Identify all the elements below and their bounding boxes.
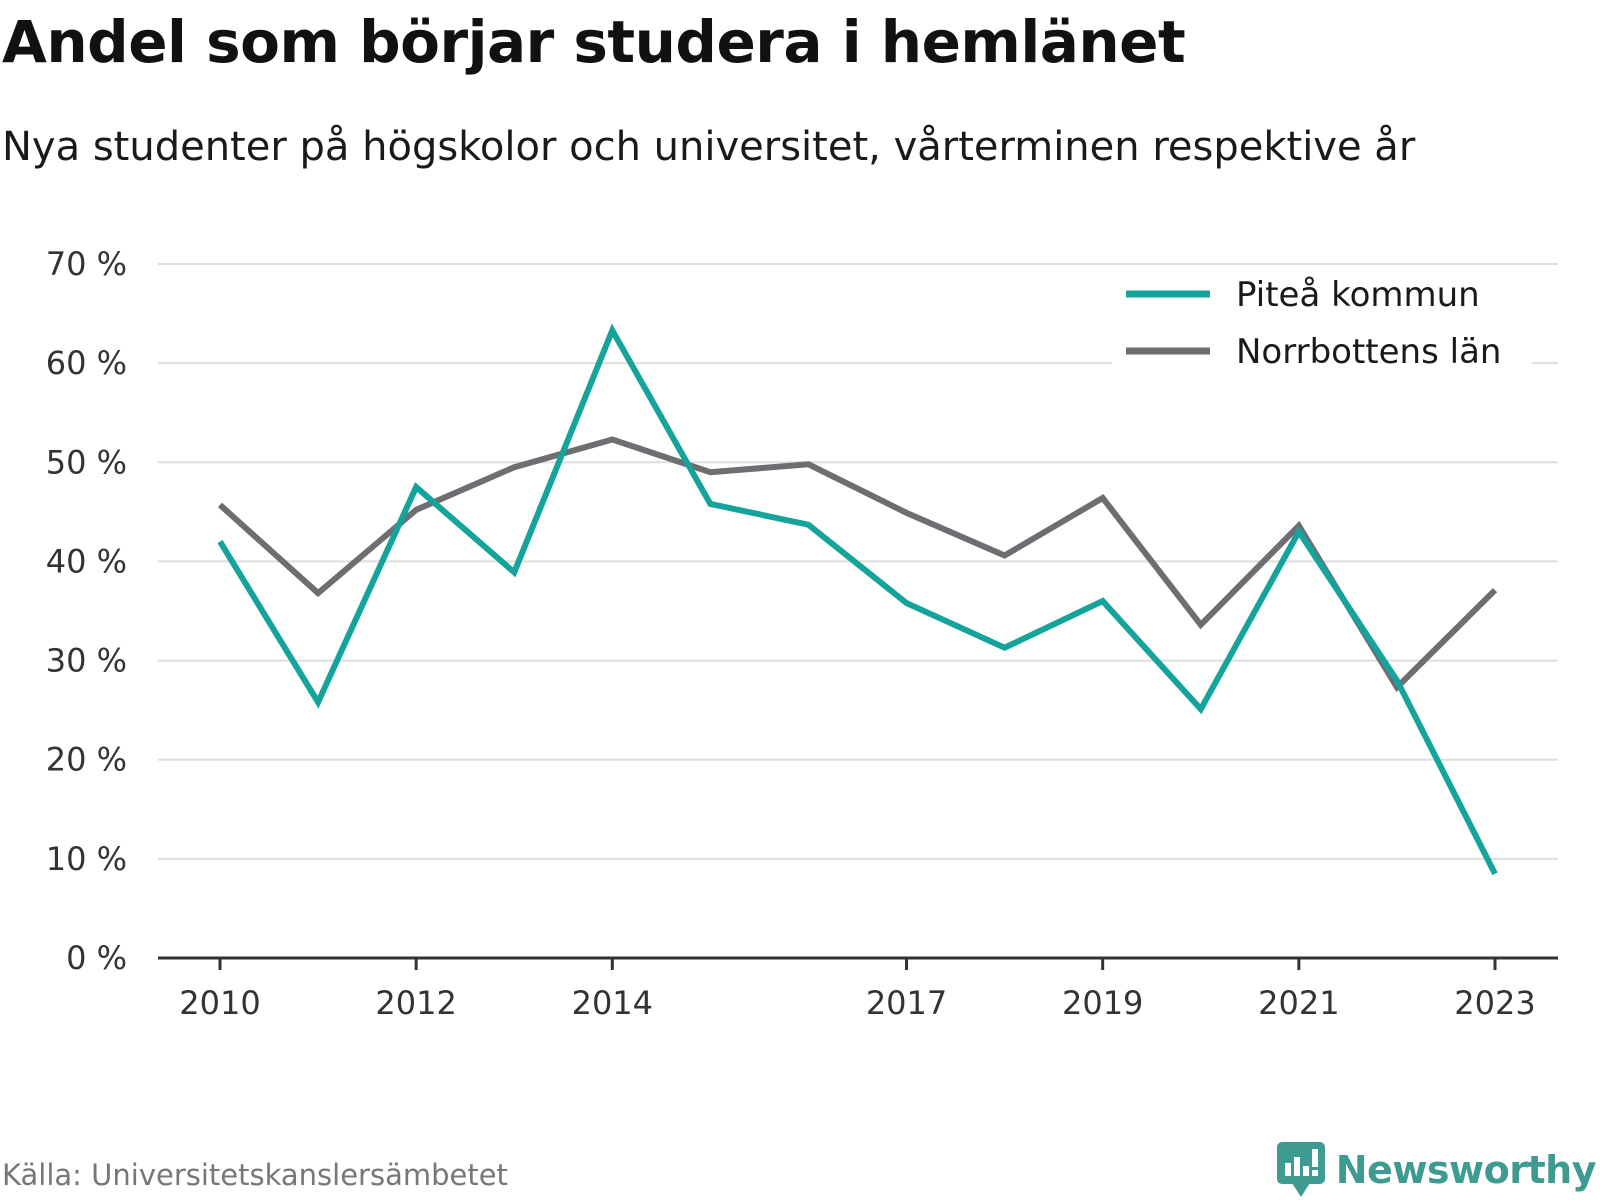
y-tick-label: 10 % xyxy=(46,840,127,878)
y-tick-label: 50 % xyxy=(46,443,127,481)
x-tick-label: 2021 xyxy=(1258,984,1339,1022)
chart-subtitle: Nya studenter på högskolor och universit… xyxy=(2,124,1416,170)
x-axis: 2010 2012 2014 2017 2019 2021 2023 xyxy=(158,956,1558,1022)
legend-label: Piteå kommun xyxy=(1236,275,1480,315)
x-tick-label: 2014 xyxy=(572,984,653,1022)
x-tick-label: 2023 xyxy=(1454,984,1535,1022)
newsworthy-logo-icon xyxy=(1276,1142,1325,1197)
x-tick-label: 2012 xyxy=(375,984,456,1022)
y-tick-label: 40 % xyxy=(46,542,127,580)
source-note: Källa: Universitetskanslersämbetet xyxy=(2,1158,508,1192)
y-tick-label: 20 % xyxy=(46,741,127,779)
legend-label: Norrbottens län xyxy=(1236,332,1501,372)
legend: Piteå kommun Norrbottens län xyxy=(1112,266,1532,380)
brand-name: Newsworthy xyxy=(1335,1148,1597,1192)
brand-logo: Newsworthy xyxy=(1276,1140,1597,1200)
y-tick-label: 70 % xyxy=(46,245,127,283)
y-axis-labels: 0 % 10 % 20 % 30 % 40 % 50 % 60 % 70 % xyxy=(46,245,127,977)
legend-background xyxy=(1112,266,1532,380)
series-line-pitea-kommun xyxy=(217,323,1498,876)
chart-title: Andel som börjar studera i hemlänet xyxy=(2,8,1186,76)
x-tick-label: 2010 xyxy=(179,984,260,1022)
y-tick-label: 0 % xyxy=(66,939,127,977)
y-tick-label: 30 % xyxy=(46,642,127,680)
x-tick-label: 2017 xyxy=(866,984,947,1022)
y-tick-label: 60 % xyxy=(46,344,127,382)
x-tick-label: 2019 xyxy=(1062,984,1143,1022)
series-lines xyxy=(217,323,1498,876)
